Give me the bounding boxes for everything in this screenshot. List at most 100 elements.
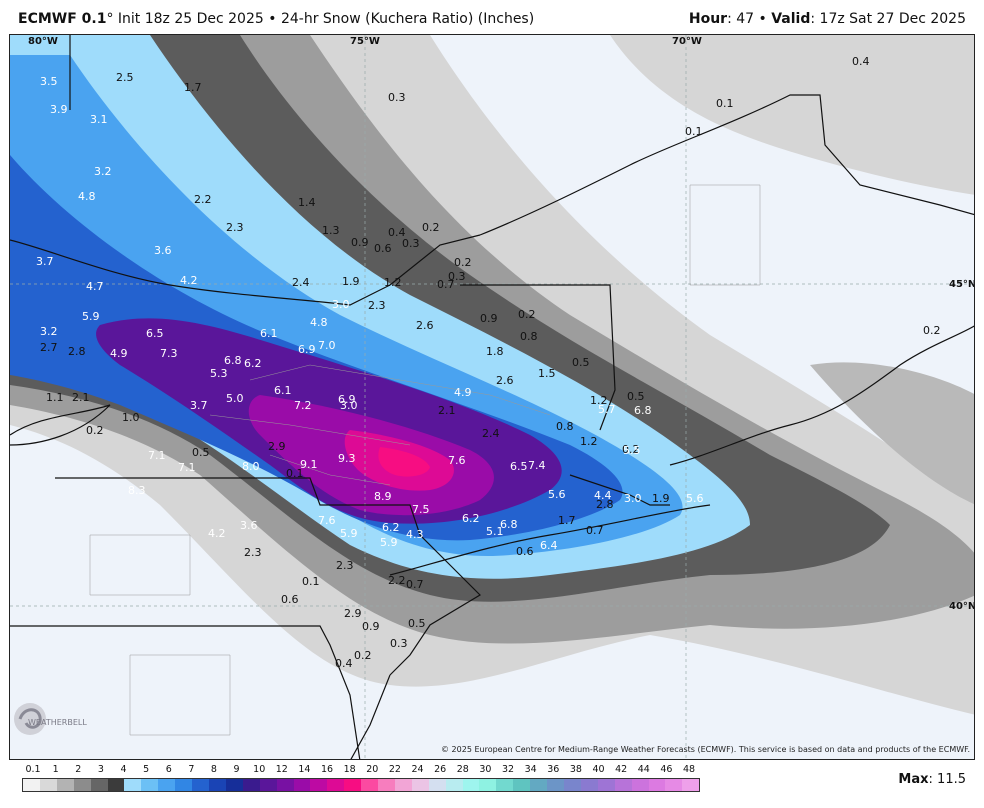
colorbar-swatch <box>39 779 57 791</box>
valid-value: : 17z Sat 27 Dec 2025 <box>810 11 966 27</box>
colorbar-tick-label: 2 <box>75 764 82 775</box>
snowfall-value-label: 3.6 <box>154 244 172 257</box>
snowfall-value-label: 5.3 <box>210 367 228 380</box>
snowfall-value-label: 9.1 <box>300 458 318 471</box>
snowfall-value-label: 5.6 <box>686 492 704 505</box>
snowfall-value-label: 1.9 <box>652 492 670 505</box>
snowfall-value-label: 0.5 <box>627 390 645 403</box>
snowfall-value-label: 5.1 <box>486 525 504 538</box>
snowfall-value-label: 1.7 <box>558 514 576 527</box>
colorbar-tick-label: 7 <box>188 764 195 775</box>
colorbar-tick-label: 5 <box>143 764 150 775</box>
colorbar-swatch <box>175 779 193 791</box>
snowfall-value-label: 6.5 <box>510 460 528 473</box>
lon-label-80w: 80°W <box>28 36 58 47</box>
colorbar-swatch <box>378 779 395 791</box>
snowfall-value-label: 6.9 <box>338 393 356 406</box>
snowfall-value-label: 6.9 <box>298 343 316 356</box>
lon-label-75w: 75°W <box>350 36 380 47</box>
snowfall-value-label: 0.6 <box>374 242 392 255</box>
snowfall-value-label: 5.0 <box>226 392 244 405</box>
max-value-label: Max: 11.5 <box>898 772 966 787</box>
colorbar-tick-label: 20 <box>366 764 379 775</box>
copyright-notice: © 2025 European Centre for Medium-Range … <box>441 745 970 754</box>
snowfall-value-label: 6.2 <box>244 357 262 370</box>
colorbar-tick-label: 6 <box>165 764 172 775</box>
colorbar-swatch <box>73 779 91 791</box>
snowfall-value-label: 1.7 <box>184 81 202 94</box>
snowfall-value-label: 0.2 <box>354 649 372 662</box>
colorbar-swatch <box>310 779 328 791</box>
snowfall-value-label: 3.7 <box>36 255 54 268</box>
colorbar <box>22 778 700 792</box>
max-label: Max <box>898 772 929 787</box>
colorbar-swatch <box>547 779 564 791</box>
snowfall-value-label: 2.3 <box>368 299 386 312</box>
snowfall-value-label: 0.8 <box>520 330 538 343</box>
colorbar-swatch <box>276 779 294 791</box>
colorbar-tick-label: 0.1 <box>25 764 41 775</box>
colorbar-swatch <box>682 779 700 791</box>
colorbar-tick-label: 44 <box>637 764 650 775</box>
colorbar-swatch <box>580 779 598 791</box>
snowfall-value-label: 7.1 <box>148 449 166 462</box>
snowfall-value-label: 3.2 <box>94 165 112 178</box>
init-time: Init 18z 25 Dec 2025 <box>113 11 264 27</box>
snowfall-value-label: 0.3 <box>388 91 406 104</box>
snowfall-value-label: 5.9 <box>380 536 398 549</box>
snowfall-value-label: 0.2 <box>518 308 536 321</box>
snowfall-value-label: 0.7 <box>437 278 455 291</box>
snowfall-value-label: 2.8 <box>596 498 614 511</box>
colorbar-tick-label: 12 <box>275 764 288 775</box>
hour-label: Hour <box>688 11 728 27</box>
snowfall-value-labels: 3.5 2.51.70.30.43.93.10.10.13.24.8 2.2 1.42… <box>36 55 941 670</box>
colorbar-swatch <box>124 779 142 791</box>
colorbar-swatch <box>344 779 362 791</box>
colorbar-swatch <box>462 779 480 791</box>
snowfall-value-label: 2.4 <box>482 427 500 440</box>
snowfall-value-label: 2.3 <box>226 221 244 234</box>
snowfall-value-label: 1.0 <box>122 411 140 424</box>
snowfall-value-label: 0.6 <box>516 545 534 558</box>
snowfall-value-label: 9.3 <box>338 452 356 465</box>
colorbar-tick-label: 3 <box>97 764 104 775</box>
snowfall-value-label: 6.8 <box>224 354 242 367</box>
colorbar-swatch <box>141 779 159 791</box>
snowfall-value-label: 2.3 <box>244 546 262 559</box>
colorbar-swatch <box>665 779 683 791</box>
colorbar-tick-label: 22 <box>388 764 401 775</box>
colorbar-swatch <box>631 779 649 791</box>
snowfall-value-label: 7.5 <box>412 503 430 516</box>
snowfall-value-label: 2.1 <box>438 404 456 417</box>
snowfall-value-label: 7.1 <box>178 461 196 474</box>
colorbar-swatch <box>445 779 463 791</box>
snowfall-value-label: 0.2 <box>422 221 440 234</box>
product-name: 24-hr Snow (Kuchera Ratio) (Inches) <box>280 11 535 27</box>
logo-text: WEATHERBELL <box>28 718 87 727</box>
valid-info: Hour: 47 • Valid: 17z Sat 27 Dec 2025 <box>689 11 966 27</box>
snowfall-value-label: 3.1 <box>90 113 108 126</box>
info-separator: • <box>754 11 772 27</box>
colorbar-tick-label: 26 <box>434 764 447 775</box>
snowfall-value-label: 6.1 <box>274 384 292 397</box>
snowfall-value-label: 2.2 <box>194 193 212 206</box>
snowfall-value-label: 4.3 <box>406 528 424 541</box>
snowfall-value-label: 0.9 <box>362 620 380 633</box>
colorbar-swatch <box>90 779 108 791</box>
snowfall-value-label: 6.2 <box>462 512 480 525</box>
snowfall-value-label: 2.2 <box>388 574 406 587</box>
colorbar-tick-label: 14 <box>298 764 311 775</box>
weatherbell-logo: WEATHERBELL <box>14 703 87 735</box>
colorbar-tick-label: 48 <box>682 764 696 775</box>
colorbar-tick-label: 1 <box>52 764 59 775</box>
colorbar-swatch <box>428 779 446 791</box>
colorbar-tick-label: 36 <box>547 764 560 775</box>
snowfall-value-label: 0.1 <box>286 467 304 480</box>
snowfall-value-label: 1.3 <box>322 224 340 237</box>
snowfall-value-label: 0.3 <box>448 270 466 283</box>
snowfall-value-label: 0.4 <box>388 226 406 239</box>
colorbar-tick-label: 46 <box>660 764 673 775</box>
snowfall-value-label: 3.6 <box>240 519 258 532</box>
snowfall-value-label: 4.2 <box>208 527 226 540</box>
snowfall-value-label: 7.3 <box>160 347 178 360</box>
